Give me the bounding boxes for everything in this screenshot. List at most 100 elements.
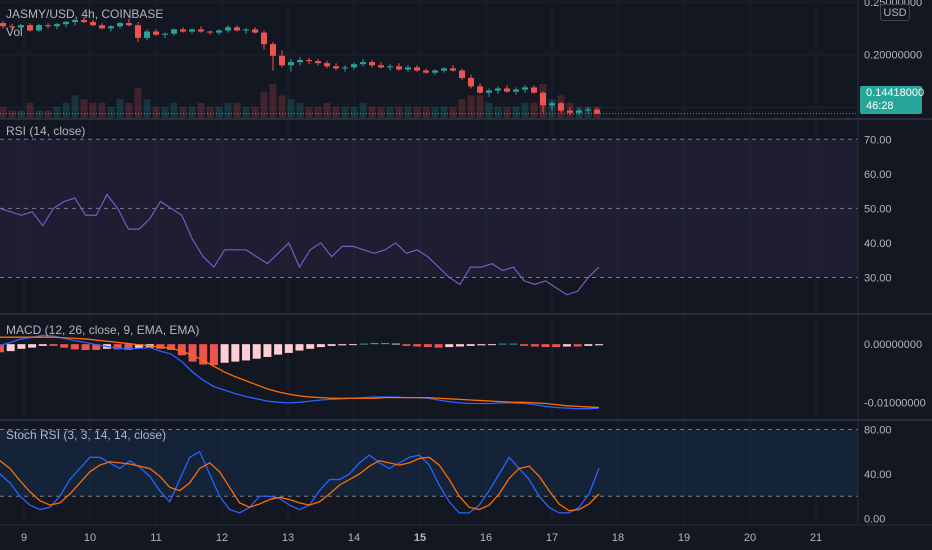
macd-pane[interactable] xyxy=(0,334,603,410)
candle-body[interactable] xyxy=(216,30,222,33)
candle-body[interactable] xyxy=(27,25,33,31)
candle-body[interactable] xyxy=(54,24,60,27)
candle-body[interactable] xyxy=(99,25,105,29)
candle-body[interactable] xyxy=(585,109,591,111)
candle-body[interactable] xyxy=(270,44,276,56)
candle-body[interactable] xyxy=(495,88,501,91)
candle-body[interactable] xyxy=(387,66,393,68)
candle-body[interactable] xyxy=(252,29,258,33)
stoch-tick-label[interactable]: 0.00 xyxy=(864,513,885,525)
candle-body[interactable] xyxy=(171,29,177,34)
candle-body[interactable] xyxy=(180,29,186,32)
candle-body[interactable] xyxy=(117,23,123,27)
candle-body[interactable] xyxy=(144,31,150,38)
candle-body[interactable] xyxy=(333,66,339,69)
volume-bar xyxy=(0,106,7,118)
candle-body[interactable] xyxy=(414,67,420,71)
candle-body[interactable] xyxy=(558,103,564,111)
time-tick-label: 10 xyxy=(84,532,96,544)
price-axis[interactable]: 0.250000000.200000000.1500000070.0060.00… xyxy=(864,0,926,525)
stoch-d-line[interactable] xyxy=(0,456,600,512)
candle-body[interactable] xyxy=(63,22,69,25)
price-tick-label[interactable]: 0.20000000 xyxy=(864,50,922,62)
stoch-tick-label[interactable]: 80.00 xyxy=(864,425,892,437)
rsi-tick-label[interactable]: 30.00 xyxy=(864,272,892,284)
candle-body[interactable] xyxy=(549,103,555,106)
candle-body[interactable] xyxy=(306,60,312,62)
candle-body[interactable] xyxy=(207,31,213,33)
rsi-tick-label[interactable]: 40.00 xyxy=(864,238,892,250)
candle-body[interactable] xyxy=(450,68,456,71)
candle-body[interactable] xyxy=(135,25,141,38)
candle-body[interactable] xyxy=(153,31,159,35)
candle-body[interactable] xyxy=(342,67,348,69)
candle-body[interactable] xyxy=(297,60,303,63)
volume-bar xyxy=(161,106,169,118)
macd-histogram-bar xyxy=(17,344,26,349)
candlestick-series[interactable] xyxy=(0,16,858,115)
candle-body[interactable] xyxy=(261,32,267,45)
volume-bar xyxy=(494,106,502,118)
candle-body[interactable] xyxy=(90,22,96,26)
candle-body[interactable] xyxy=(0,23,6,27)
candle-body[interactable] xyxy=(279,55,285,66)
candle-body[interactable] xyxy=(441,68,447,71)
candle-body[interactable] xyxy=(36,25,42,31)
candle-body[interactable] xyxy=(288,62,294,66)
candle-body[interactable] xyxy=(594,109,600,114)
candle-body[interactable] xyxy=(18,25,24,28)
candle-body[interactable] xyxy=(324,63,330,67)
candle-body[interactable] xyxy=(81,19,87,23)
candle-body[interactable] xyxy=(432,70,438,73)
candle-body[interactable] xyxy=(225,27,231,31)
candle-body[interactable] xyxy=(540,92,546,106)
rsi-tick-label[interactable]: 70.00 xyxy=(864,134,892,146)
macd-tick-label[interactable]: -0.01000000 xyxy=(864,397,926,409)
candle-body[interactable] xyxy=(423,70,429,73)
candle-body[interactable] xyxy=(513,89,519,92)
pane-dividers[interactable] xyxy=(0,0,932,526)
candle-body[interactable] xyxy=(486,90,492,93)
candle-body[interactable] xyxy=(9,26,15,28)
stoch-rsi-pane[interactable] xyxy=(0,450,600,514)
macd-histogram-bar xyxy=(370,343,379,345)
time-tick-label: 16 xyxy=(480,532,492,544)
candle-body[interactable] xyxy=(315,61,321,64)
rsi-line[interactable] xyxy=(0,193,600,296)
candle-body[interactable] xyxy=(567,110,573,113)
candle-body[interactable] xyxy=(360,62,366,65)
candle-body[interactable] xyxy=(405,67,411,70)
candle-body[interactable] xyxy=(576,110,582,113)
candle-body[interactable] xyxy=(459,70,465,78)
candle-body[interactable] xyxy=(369,62,375,66)
time-axis[interactable]: 9 10 11 12 13 14 15 16 17 18 19 20 21 xyxy=(21,532,822,544)
candle-body[interactable] xyxy=(162,33,168,35)
candle-body[interactable] xyxy=(189,29,195,32)
candle-body[interactable] xyxy=(468,77,474,87)
candle-body[interactable] xyxy=(477,86,483,93)
currency-button[interactable]: USD xyxy=(880,4,910,21)
candle-body[interactable] xyxy=(351,64,357,68)
stoch-tick-label[interactable]: 40.00 xyxy=(864,469,892,481)
stoch-k-line[interactable] xyxy=(0,450,600,514)
macd-signal-line[interactable] xyxy=(0,336,600,409)
candle-body[interactable] xyxy=(378,65,384,68)
macd-tick-label[interactable]: 0.00000000 xyxy=(864,339,922,351)
rsi-tick-label[interactable]: 50.00 xyxy=(864,203,892,215)
candle-body[interactable] xyxy=(396,66,402,70)
candle-body[interactable] xyxy=(531,87,537,93)
candle-body[interactable] xyxy=(522,87,528,90)
candle-body[interactable] xyxy=(234,27,240,31)
candle-body[interactable] xyxy=(198,29,204,32)
candle-body[interactable] xyxy=(72,19,78,23)
candle-body[interactable] xyxy=(126,23,132,26)
candle-body[interactable] xyxy=(108,26,114,29)
rsi-tick-label[interactable]: 60.00 xyxy=(864,169,892,181)
candle-body[interactable] xyxy=(45,25,51,27)
candle-body[interactable] xyxy=(504,88,510,92)
candle-body[interactable] xyxy=(243,29,249,31)
macd-line[interactable] xyxy=(0,334,600,410)
rsi-line[interactable] xyxy=(0,193,600,296)
volume-bar xyxy=(530,102,538,118)
